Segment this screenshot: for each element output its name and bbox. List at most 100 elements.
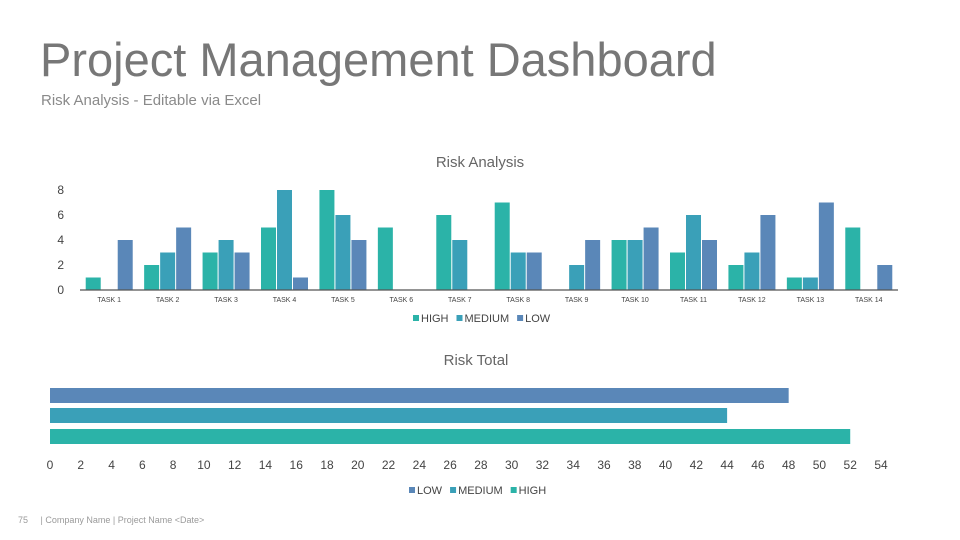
risk-total-chart: 0 2 4 6 8 10 12 14 16 18 20 22 24 26 28 30 32 34 36 38 40 42 4…: [47, 388, 888, 497]
x-tick-label: 4: [108, 458, 115, 472]
x-tick-label: 38: [628, 458, 642, 472]
x-tick-label: 20: [351, 458, 365, 472]
legend-label-low: LOW: [417, 485, 443, 497]
legend-label-high: HIGH: [421, 313, 449, 325]
x-tick-label: 28: [474, 458, 488, 472]
bar-medium: [744, 252, 760, 290]
x-tick-label: 8: [170, 458, 177, 472]
bar-high: [261, 227, 276, 290]
y-tick-label: 2: [57, 258, 64, 272]
bar-high: [728, 265, 744, 290]
bar-medium: [510, 252, 526, 290]
page-number: 75: [18, 515, 29, 525]
x-tick-label: TASK 10: [621, 297, 649, 304]
bar-medium: [802, 277, 818, 290]
bar-high: [786, 277, 802, 290]
x-tick-label: 30: [505, 458, 519, 472]
bar-high: [144, 265, 160, 290]
bar-high: [202, 252, 218, 290]
x-tick-label: 44: [720, 458, 734, 472]
bar-high: [319, 190, 335, 290]
legend-label-medium: MEDIUM: [465, 313, 510, 325]
bar-high: [50, 429, 851, 444]
x-tick-label: 0: [47, 458, 54, 472]
x-tick-label: 36: [597, 458, 611, 472]
bar-medium: [160, 252, 176, 290]
x-tick-label: 14: [259, 458, 273, 472]
bar-low: [176, 227, 192, 290]
legend-label-medium: MEDIUM: [458, 485, 503, 497]
bar-high: [611, 240, 627, 290]
bar-high: [377, 227, 393, 290]
bar-low: [526, 252, 542, 290]
x-tick-label: 52: [844, 458, 858, 472]
bar-high: [85, 277, 101, 290]
x-tick-label: TASK 12: [738, 297, 766, 304]
risk-analysis-chart: 0 2 4 6 8 TASK 1 TASK 2 TASK 3 TASK 4 TASK 5 TASK …: [57, 183, 898, 325]
bar-low: [760, 215, 776, 290]
legend-label-low: LOW: [525, 313, 551, 325]
x-tick-label: TASK 13: [797, 297, 825, 304]
page-title: Project Management Dashboard: [40, 33, 717, 86]
x-tick-label: TASK 14: [855, 297, 883, 304]
x-tick-label: 42: [690, 458, 704, 472]
bar-low: [877, 265, 893, 290]
x-tick-label: TASK 4: [273, 297, 297, 304]
x-tick-label: 6: [139, 458, 146, 472]
page-subtitle: Risk Analysis - Editable via Excel: [41, 92, 262, 109]
footer: 75 | Company Name | Project Name <Date>: [18, 515, 204, 525]
bar-medium: [335, 215, 351, 290]
x-tick-label: 12: [228, 458, 242, 472]
risk-analysis-chart-title: Risk Analysis: [435, 154, 525, 171]
x-tick-label: 2: [77, 458, 84, 472]
bar-medium: [50, 408, 728, 423]
legend-swatch-medium: [450, 487, 457, 493]
x-tick-label: TASK 11: [680, 297, 707, 304]
bar-low: [702, 240, 717, 290]
bar-high: [436, 215, 452, 290]
x-tick-label: 22: [382, 458, 396, 472]
x-tick-label: 54: [874, 458, 888, 472]
legend-swatch-high: [413, 315, 419, 321]
x-tick-label: 26: [443, 458, 457, 472]
legend-swatch-low: [409, 487, 415, 493]
bar-low: [234, 252, 250, 290]
x-tick-label: TASK 6: [390, 297, 414, 304]
bar-medium: [569, 265, 585, 290]
bar-low: [293, 277, 308, 290]
bar-low: [117, 240, 133, 290]
x-tick-label: 34: [567, 458, 581, 472]
x-tick-label: TASK 9: [565, 297, 589, 304]
y-tick-label: 4: [57, 233, 64, 247]
x-tick-label: 50: [813, 458, 827, 472]
bar-low: [50, 388, 789, 403]
bar-low: [818, 202, 834, 290]
x-tick-label: TASK 3: [214, 297, 238, 304]
x-tick-label: 48: [782, 458, 796, 472]
bar-medium: [686, 215, 701, 290]
bar-medium: [627, 240, 643, 290]
x-tick-label: 40: [659, 458, 673, 472]
x-tick-label: TASK 7: [448, 297, 472, 304]
bar-high: [494, 202, 510, 290]
bar-high: [845, 227, 861, 290]
x-tick-label: TASK 5: [331, 297, 355, 304]
x-tick-label: TASK 1: [97, 297, 121, 304]
x-tick-label: 18: [320, 458, 334, 472]
legend-swatch-high: [510, 487, 517, 493]
x-tick-label: TASK 8: [506, 297, 530, 304]
risk-total-chart-title: Risk Total: [443, 352, 509, 369]
x-tick-label: 16: [290, 458, 304, 472]
bar-medium: [218, 240, 234, 290]
bar-low: [643, 227, 659, 290]
x-tick-label: 24: [413, 458, 427, 472]
x-tick-label: TASK 2: [156, 297, 180, 304]
x-tick-label: 10: [197, 458, 211, 472]
bar-high: [670, 252, 685, 290]
legend-swatch-low: [517, 315, 524, 321]
footer-text: | Company Name | Project Name <Date>: [40, 515, 205, 525]
x-tick-label: 32: [536, 458, 550, 472]
y-tick-label: 0: [57, 283, 64, 297]
legend-swatch-medium: [456, 315, 463, 321]
legend-label-high: HIGH: [519, 485, 547, 497]
